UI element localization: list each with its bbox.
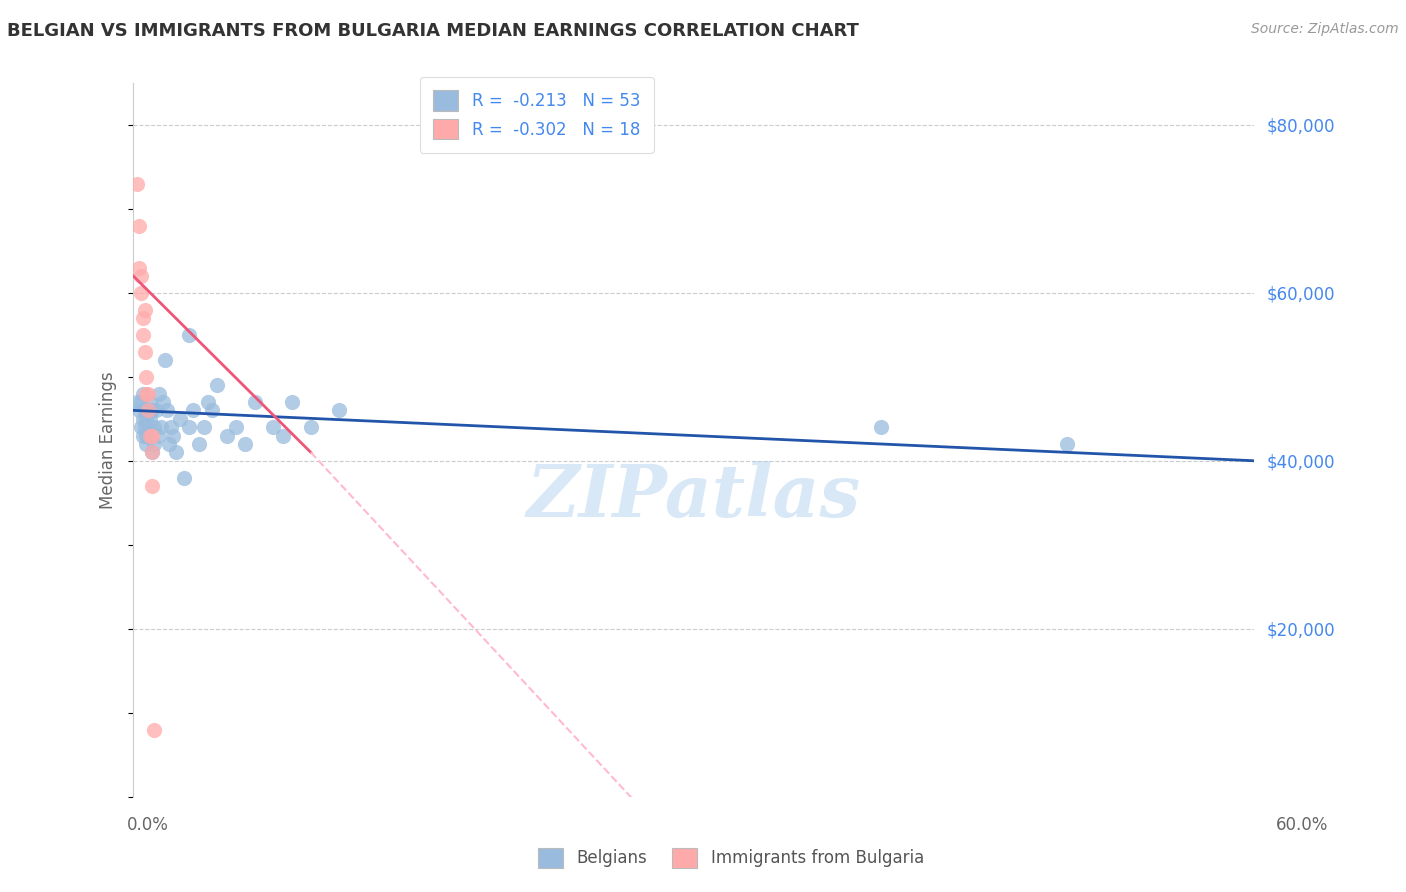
Point	[1056, 437, 1078, 451]
Point	[197, 395, 219, 409]
Text: 60.0%: 60.0%	[1277, 816, 1329, 834]
Point	[162, 428, 184, 442]
Point	[148, 386, 170, 401]
Point	[136, 403, 159, 417]
Point	[131, 327, 153, 342]
Point	[125, 395, 148, 409]
Text: ZIPatlas: ZIPatlas	[527, 461, 860, 533]
Point	[136, 403, 159, 417]
Point	[145, 403, 167, 417]
Point	[142, 437, 165, 451]
Point	[146, 428, 169, 442]
Point	[225, 420, 247, 434]
Point	[165, 445, 187, 459]
Point	[141, 428, 163, 442]
Point	[135, 428, 157, 442]
Point	[179, 420, 201, 434]
Point	[152, 395, 174, 409]
Point	[135, 411, 157, 425]
Point	[235, 437, 257, 451]
Point	[128, 219, 150, 233]
Point	[281, 395, 304, 409]
Point	[215, 428, 238, 442]
Point	[134, 302, 156, 317]
Point	[129, 420, 152, 434]
Point	[139, 395, 162, 409]
Point	[139, 428, 162, 442]
Point	[129, 268, 152, 283]
Point	[193, 420, 215, 434]
Point	[156, 403, 179, 417]
Point	[129, 395, 152, 409]
Y-axis label: Median Earnings: Median Earnings	[100, 371, 117, 508]
Point	[139, 411, 162, 425]
Point	[243, 395, 266, 409]
Point	[207, 378, 229, 392]
Point	[134, 420, 156, 434]
Text: BELGIAN VS IMMIGRANTS FROM BULGARIA MEDIAN EARNINGS CORRELATION CHART: BELGIAN VS IMMIGRANTS FROM BULGARIA MEDI…	[7, 22, 859, 40]
Point	[135, 386, 157, 401]
Point	[135, 437, 157, 451]
Point	[181, 403, 204, 417]
Point	[131, 386, 153, 401]
Point	[187, 437, 209, 451]
Point	[201, 403, 224, 417]
Point	[141, 403, 163, 417]
Point	[125, 177, 148, 191]
Point	[159, 420, 181, 434]
Point	[131, 428, 153, 442]
Point	[328, 403, 350, 417]
Text: 0.0%: 0.0%	[127, 816, 169, 834]
Point	[262, 420, 284, 434]
Point	[869, 420, 891, 434]
Point	[128, 260, 150, 275]
Point	[141, 445, 163, 459]
Point	[169, 411, 191, 425]
Legend: Belgians, Immigrants from Bulgaria: Belgians, Immigrants from Bulgaria	[531, 841, 931, 875]
Point	[135, 369, 157, 384]
Point	[142, 723, 165, 737]
Text: Source: ZipAtlas.com: Source: ZipAtlas.com	[1251, 22, 1399, 37]
Legend: R =  -0.213   N = 53, R =  -0.302   N = 18: R = -0.213 N = 53, R = -0.302 N = 18	[420, 77, 654, 153]
Point	[136, 386, 159, 401]
Point	[131, 411, 153, 425]
Point	[157, 437, 180, 451]
Point	[141, 445, 163, 459]
Point	[136, 420, 159, 434]
Point	[134, 344, 156, 359]
Point	[134, 403, 156, 417]
Point	[136, 428, 159, 442]
Point	[299, 420, 322, 434]
Point	[271, 428, 294, 442]
Point	[153, 353, 176, 368]
Point	[141, 479, 163, 493]
Point	[179, 327, 201, 342]
Point	[129, 285, 152, 300]
Point	[173, 470, 195, 484]
Point	[150, 420, 173, 434]
Point	[142, 420, 165, 434]
Point	[131, 311, 153, 326]
Point	[128, 403, 150, 417]
